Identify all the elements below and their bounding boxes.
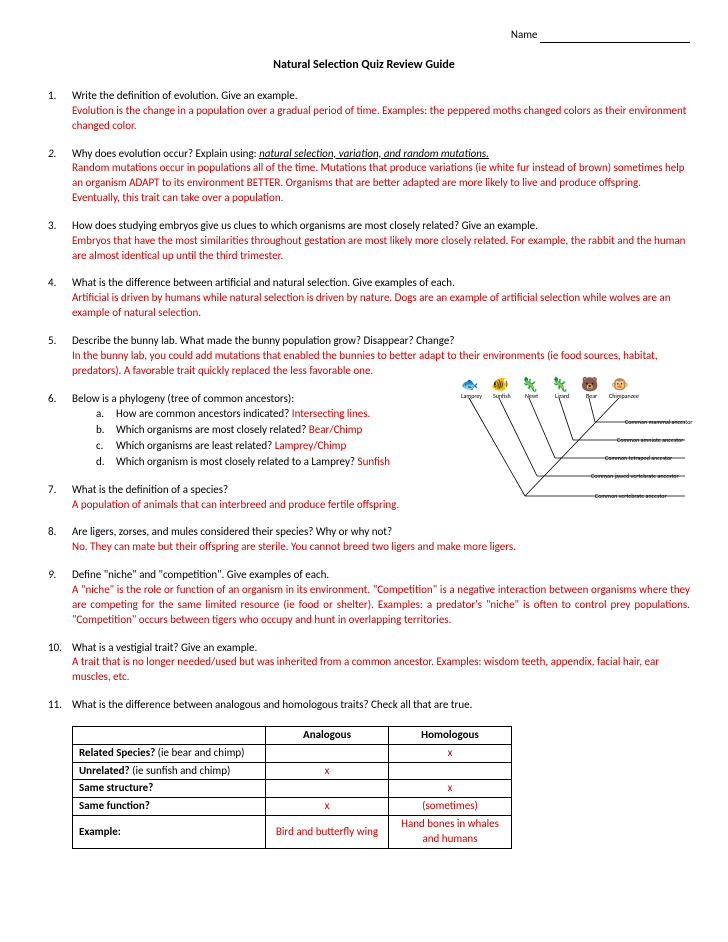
lizard-icon: 🦎 xyxy=(551,378,569,392)
chimp-icon: 🐵 xyxy=(611,378,629,392)
q-num: 3. xyxy=(48,219,56,234)
q-num: 1. xyxy=(48,89,56,104)
question-7: 7. What is the definition of a species? … xyxy=(38,483,690,513)
question-1: 1. Write the definition of evolution. Gi… xyxy=(38,89,690,134)
name-blank[interactable] xyxy=(540,32,690,43)
q-num: 6. xyxy=(48,392,56,407)
question-10: 10. What is a vestigial trait? Give an e… xyxy=(38,641,690,686)
q-answer: In the bunny lab, you could add mutation… xyxy=(72,349,658,377)
q-prompt: Why does evolution occur? Explain using:… xyxy=(72,147,489,160)
page-title: Natural Selection Quiz Review Guide xyxy=(38,57,690,73)
table-row: Related Species? (ie bear and chimp)x xyxy=(73,744,512,762)
sunfish-icon: 🐠 xyxy=(491,378,509,392)
q-prompt: How does studying embryos give us clues … xyxy=(72,219,538,232)
q-answer: Artificial is driven by humans while nat… xyxy=(72,291,670,319)
q-num: 7. xyxy=(48,483,56,498)
table-row: Example:Bird and butterfly wingHand bone… xyxy=(73,816,512,849)
q-answer: A "niche" is the role or function of an … xyxy=(72,583,690,628)
name-label: Name xyxy=(511,28,538,41)
q-prompt: Are ligers, zorses, and mules considered… xyxy=(72,525,392,538)
name-field: Name xyxy=(38,28,690,43)
table-row: Unrelated? (ie sunfish and chimp)x xyxy=(73,762,512,780)
q-answer: Evolution is the change in a population … xyxy=(72,104,686,132)
q-prompt: What is the definition of a species? xyxy=(72,483,228,496)
q-answer: Random mutations occur in populations al… xyxy=(72,161,685,204)
q-num: 8. xyxy=(48,525,56,540)
bear-icon: 🐻 xyxy=(581,378,599,392)
q-num: 2. xyxy=(48,147,56,162)
q-prompt: What is a vestigial trait? Give an examp… xyxy=(72,641,257,654)
q-num: 5. xyxy=(48,334,56,349)
q-prompt: What is the difference between analogous… xyxy=(72,698,472,711)
q-num: 4. xyxy=(48,276,56,291)
question-2: 2. Why does evolution occur? Explain usi… xyxy=(38,147,690,206)
q-prompt: What is the difference between artificia… xyxy=(72,276,455,289)
table-row: Analogous Homologous xyxy=(73,726,512,744)
table-row: Same function?x(sometimes) xyxy=(73,798,512,816)
lamprey-icon: 🐟 xyxy=(461,378,479,392)
traits-table: Analogous Homologous Related Species? (i… xyxy=(72,726,512,849)
question-3: 3. How does studying embryos give us clu… xyxy=(38,219,690,264)
q-answer: Embryos that have the most similarities … xyxy=(72,234,685,262)
q-answer: A population of animals that can interbr… xyxy=(72,498,399,511)
q-num: 10. xyxy=(48,641,62,656)
q-prompt: Define "niche" and "competition". Give e… xyxy=(72,568,329,581)
q-answer: No. They can mate but their offspring ar… xyxy=(72,540,516,553)
question-8: 8. Are ligers, zorses, and mules conside… xyxy=(38,525,690,555)
newt-icon: 🦎 xyxy=(521,378,539,392)
q-prompt: Describe the bunny lab. What made the bu… xyxy=(72,334,454,347)
question-9: 9. Define "niche" and "competition". Giv… xyxy=(38,568,690,627)
q-num: 11. xyxy=(48,698,62,713)
question-11: 11. What is the difference between analo… xyxy=(38,698,690,713)
question-4: 4. What is the difference between artifi… xyxy=(38,276,690,321)
q-num: 9. xyxy=(48,568,56,583)
q-prompt: Below is a phylogeny (tree of common anc… xyxy=(72,392,294,405)
q-prompt: Write the definition of evolution. Give … xyxy=(72,89,298,102)
table-row: Same structure?x xyxy=(73,780,512,798)
question-5: 5. Describe the bunny lab. What made the… xyxy=(38,334,690,379)
q-answer: A trait that is no longer needed/used bu… xyxy=(72,655,659,683)
